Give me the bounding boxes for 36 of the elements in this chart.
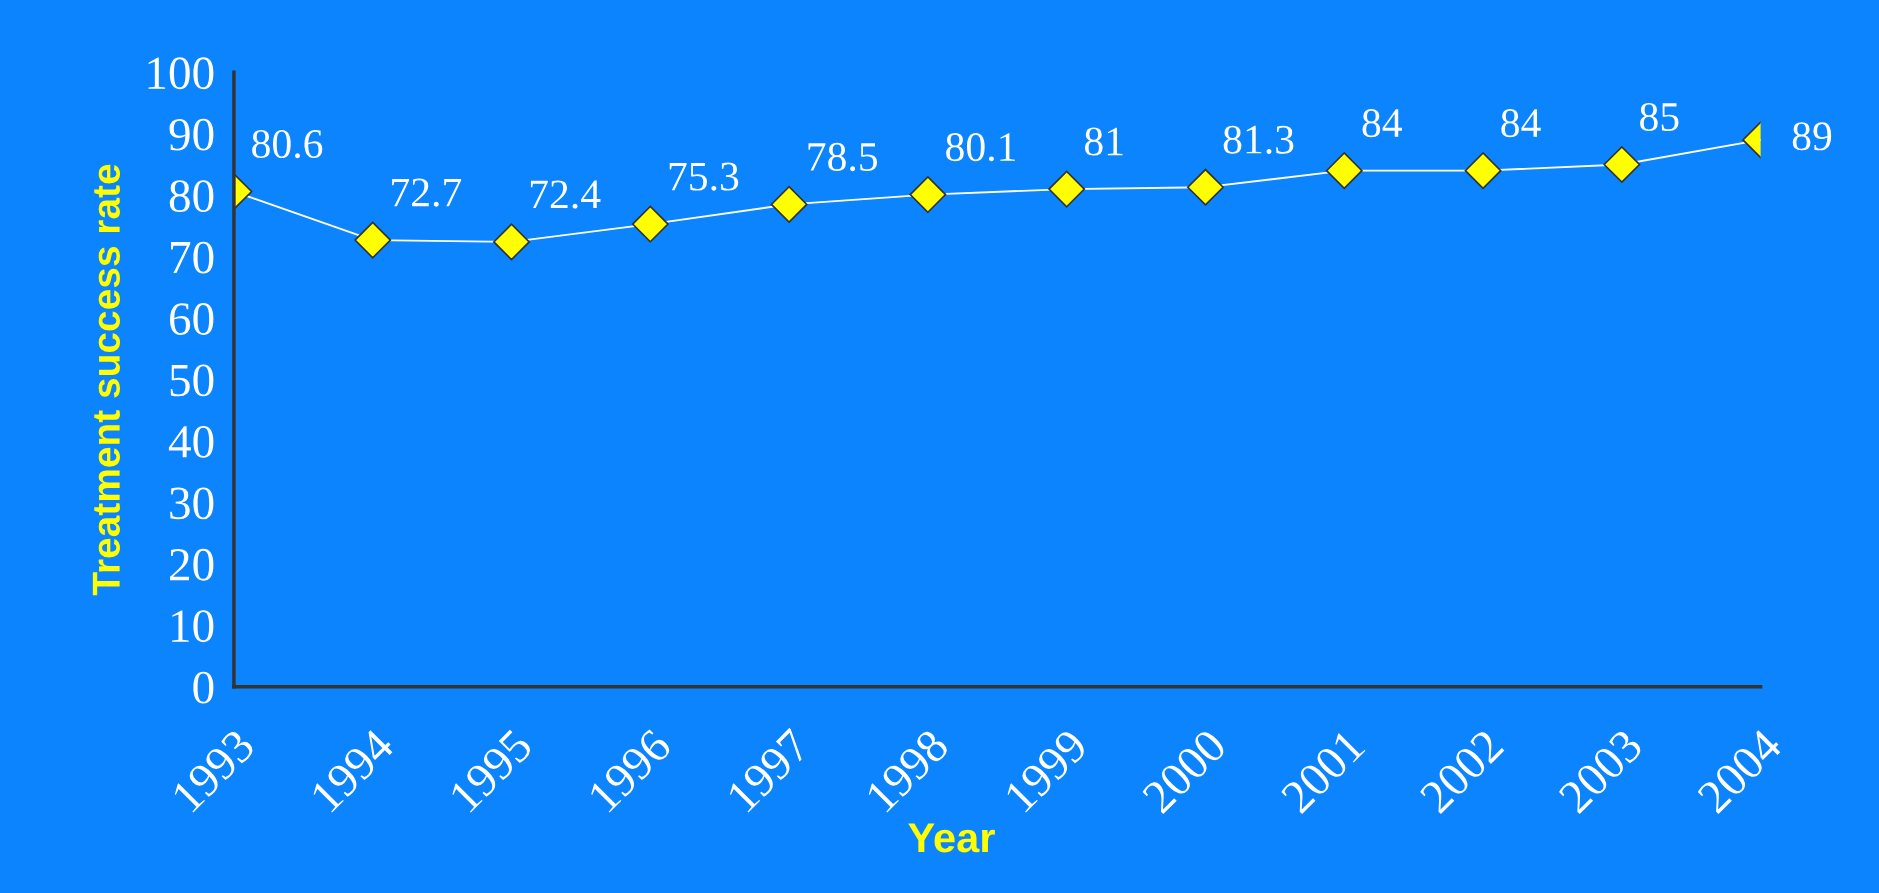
y-tick-label: 10 <box>172 610 214 643</box>
x-axis-title: Year <box>908 823 995 853</box>
y-tick-label: 40 <box>168 425 214 458</box>
point <box>1186 168 1224 206</box>
data-label: 81.3 <box>1223 125 1294 154</box>
point <box>1603 145 1641 184</box>
y-tick-label: 20 <box>170 548 214 581</box>
data-label: 84 <box>1501 109 1541 138</box>
data-label: 80.6 <box>252 129 323 159</box>
point <box>631 205 669 243</box>
y-tick-label: 0 <box>193 671 214 704</box>
y-axis-title: Treatment success rate <box>92 164 120 596</box>
y-tick-label: 80 <box>169 180 214 213</box>
data-label: 81 <box>1084 127 1123 156</box>
point <box>354 221 392 259</box>
point <box>493 223 531 261</box>
data-label: 78.5 <box>808 142 878 172</box>
data-label: 85 <box>1640 102 1679 132</box>
data-label: 72.4 <box>530 180 601 209</box>
x-tick-label: 1999 <box>1003 728 1089 813</box>
data-label: 89 <box>1792 122 1832 151</box>
y-tick-label: 60 <box>169 303 214 335</box>
point <box>909 176 947 214</box>
point <box>1325 152 1363 190</box>
y-tick-label: 100 <box>148 57 214 90</box>
y-tick-label: 90 <box>169 118 214 151</box>
data-label: 84 <box>1362 109 1402 138</box>
point <box>770 185 808 223</box>
point <box>1464 152 1502 190</box>
data-label: 75.3 <box>669 162 739 191</box>
data-label: 80.1 <box>946 133 1015 162</box>
y-tick-label: 30 <box>170 487 214 520</box>
y-tick-label: 70 <box>171 241 214 274</box>
data-label: 72.7 <box>392 178 462 207</box>
y-tick-label: 50 <box>170 364 214 397</box>
point <box>1048 170 1086 208</box>
